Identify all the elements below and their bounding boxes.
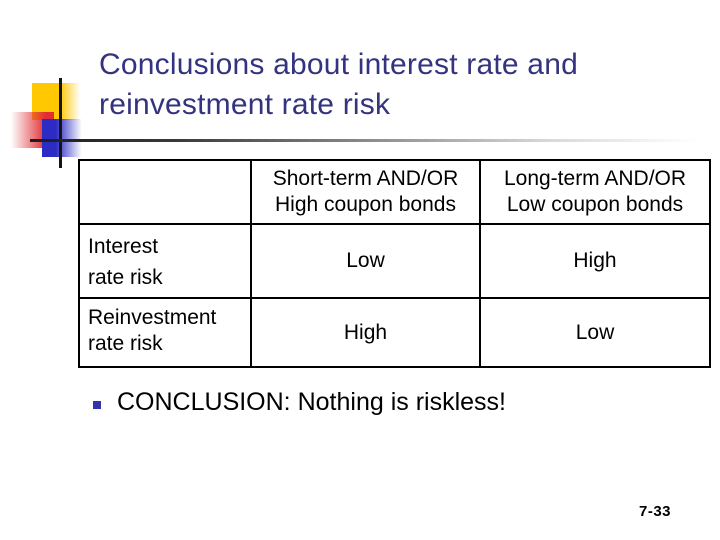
header-long-term-line2: Low coupon bonds bbox=[506, 193, 684, 216]
row-label-interest-rate-risk: Interest rate risk bbox=[78, 223, 252, 299]
risk-table-corner-cell bbox=[78, 159, 252, 225]
slide-title-line2: reinvestment rate risk bbox=[99, 88, 391, 121]
row-label-interest-line2: rate risk bbox=[88, 266, 163, 289]
row-label-reinvestment-line2: rate risk bbox=[88, 332, 163, 355]
table-row-interest-rate-risk: Interest rate risk Low High bbox=[78, 223, 711, 299]
slide-title-line1: Conclusions about interest rate and bbox=[99, 48, 578, 81]
accent-blue-square bbox=[42, 119, 83, 157]
header-short-term-line1: Short-term AND/OR bbox=[272, 167, 459, 190]
square-bullet-icon bbox=[93, 401, 101, 409]
cell-interest-long-term: High bbox=[479, 223, 711, 299]
risk-table-header-short-term: Short-term AND/OR High coupon bonds bbox=[250, 159, 481, 225]
header-long-term-line1: Long-term AND/OR bbox=[503, 167, 687, 190]
vertical-accent-line bbox=[59, 78, 62, 168]
risk-table: Short-term AND/OR High coupon bonds Long… bbox=[78, 159, 711, 368]
row-label-interest-line1: Interest bbox=[88, 235, 159, 258]
row-label-reinvestment-line1: Reinvestment bbox=[88, 306, 217, 329]
cell-reinvestment-long-term: Low bbox=[479, 297, 711, 368]
row-label-reinvestment-rate-risk: Reinvestment rate risk bbox=[78, 297, 252, 368]
header-short-term-line2: High coupon bonds bbox=[275, 193, 456, 216]
risk-table-header-long-term: Long-term AND/OR Low coupon bonds bbox=[479, 159, 711, 225]
slide-title: Conclusions about interest rate and rein… bbox=[99, 45, 578, 125]
risk-table-header-row: Short-term AND/OR High coupon bonds Long… bbox=[78, 159, 711, 225]
slide-number: 7-33 bbox=[639, 503, 672, 520]
cell-interest-short-term: Low bbox=[250, 223, 481, 299]
conclusion-text: CONCLUSION: Nothing is riskless! bbox=[117, 388, 506, 416]
table-row-reinvestment-rate-risk: Reinvestment rate risk High Low bbox=[78, 297, 711, 368]
cell-reinvestment-short-term: High bbox=[250, 297, 481, 368]
title-divider-rule bbox=[30, 139, 698, 142]
